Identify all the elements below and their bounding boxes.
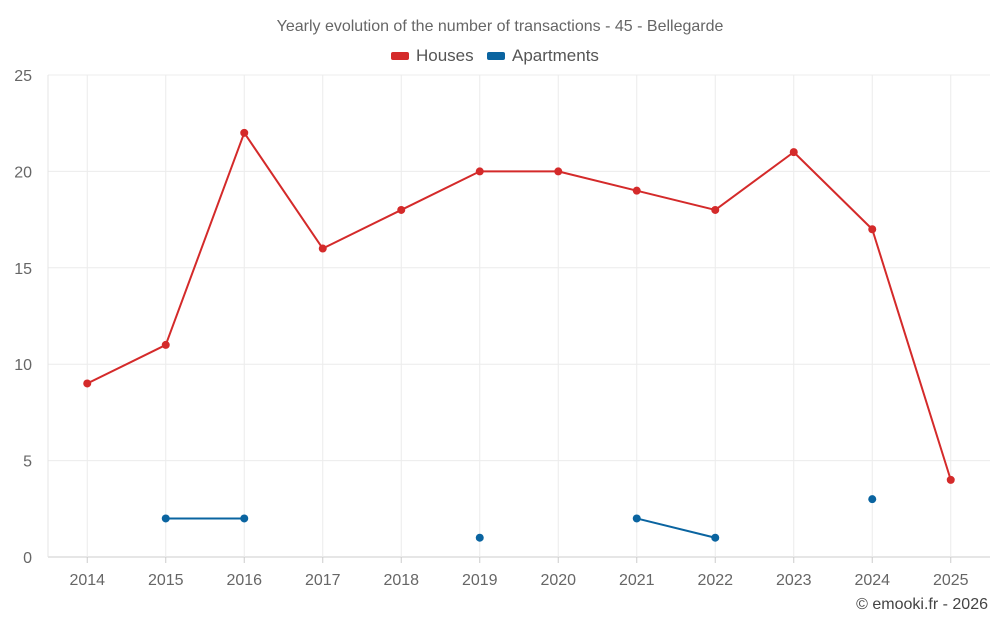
x-tick-label: 2025 <box>933 572 969 589</box>
y-tick-label: 15 <box>14 261 32 278</box>
data-point-houses-2025[interactable] <box>946 475 955 484</box>
data-point-apartments-2016[interactable] <box>240 514 249 523</box>
x-tick-label: 2020 <box>540 572 576 589</box>
y-tick-label: 25 <box>14 68 32 85</box>
data-point-apartments-2024[interactable] <box>868 495 877 504</box>
x-tick-label: 2017 <box>305 572 341 589</box>
data-point-houses-2023[interactable] <box>789 148 798 157</box>
legend-swatch-apartments <box>487 52 505 60</box>
chart-title: Yearly evolution of the number of transa… <box>277 18 724 35</box>
data-point-houses-2017[interactable] <box>318 244 327 253</box>
data-point-apartments-2019[interactable] <box>475 533 484 542</box>
legend-item-houses[interactable]: Houses <box>391 46 474 65</box>
y-axis: 0 5 10 15 20 25 <box>14 68 49 567</box>
data-point-apartments-2021[interactable] <box>632 514 641 523</box>
data-point-houses-2020[interactable] <box>554 167 563 176</box>
legend-label-houses: Houses <box>416 46 474 65</box>
data-point-houses-2019[interactable] <box>475 167 484 176</box>
y-tick-label: 0 <box>23 550 32 567</box>
series-line-houses <box>86 131 952 481</box>
series-line-apartments <box>636 517 716 539</box>
legend-label-apartments: Apartments <box>512 46 599 65</box>
grid <box>48 74 990 558</box>
x-axis: 2014 2015 2016 2017 2018 2019 2020 2021 2022 2023… <box>69 557 969 589</box>
data-point-houses-2018[interactable] <box>397 205 406 214</box>
y-tick-label: 20 <box>14 164 32 181</box>
series-layer <box>83 128 955 542</box>
data-point-houses-2021[interactable] <box>632 186 641 195</box>
legend: Houses Apartments <box>391 46 599 65</box>
legend-item-apartments[interactable]: Apartments <box>487 46 599 65</box>
x-tick-label: 2016 <box>226 572 262 589</box>
credit-text: © emooki.fr - 2026 <box>856 596 988 613</box>
data-point-houses-2014[interactable] <box>83 379 92 388</box>
x-tick-label: 2022 <box>697 572 733 589</box>
y-tick-label: 5 <box>23 454 32 471</box>
x-tick-label: 2023 <box>776 572 812 589</box>
data-point-houses-2015[interactable] <box>161 340 170 349</box>
data-point-houses-2022[interactable] <box>711 205 720 214</box>
x-tick-label: 2018 <box>383 572 419 589</box>
x-tick-label: 2019 <box>462 572 498 589</box>
x-tick-label: 2021 <box>619 572 655 589</box>
x-tick-label: 2014 <box>69 572 105 589</box>
x-tick-label: 2015 <box>148 572 184 589</box>
data-point-apartments-2015[interactable] <box>161 514 170 523</box>
data-point-houses-2024[interactable] <box>868 225 877 234</box>
y-tick-label: 10 <box>14 357 32 374</box>
data-point-apartments-2022[interactable] <box>711 533 720 542</box>
data-point-houses-2016[interactable] <box>240 128 249 137</box>
x-tick-label: 2024 <box>854 572 890 589</box>
legend-swatch-houses <box>391 52 409 60</box>
